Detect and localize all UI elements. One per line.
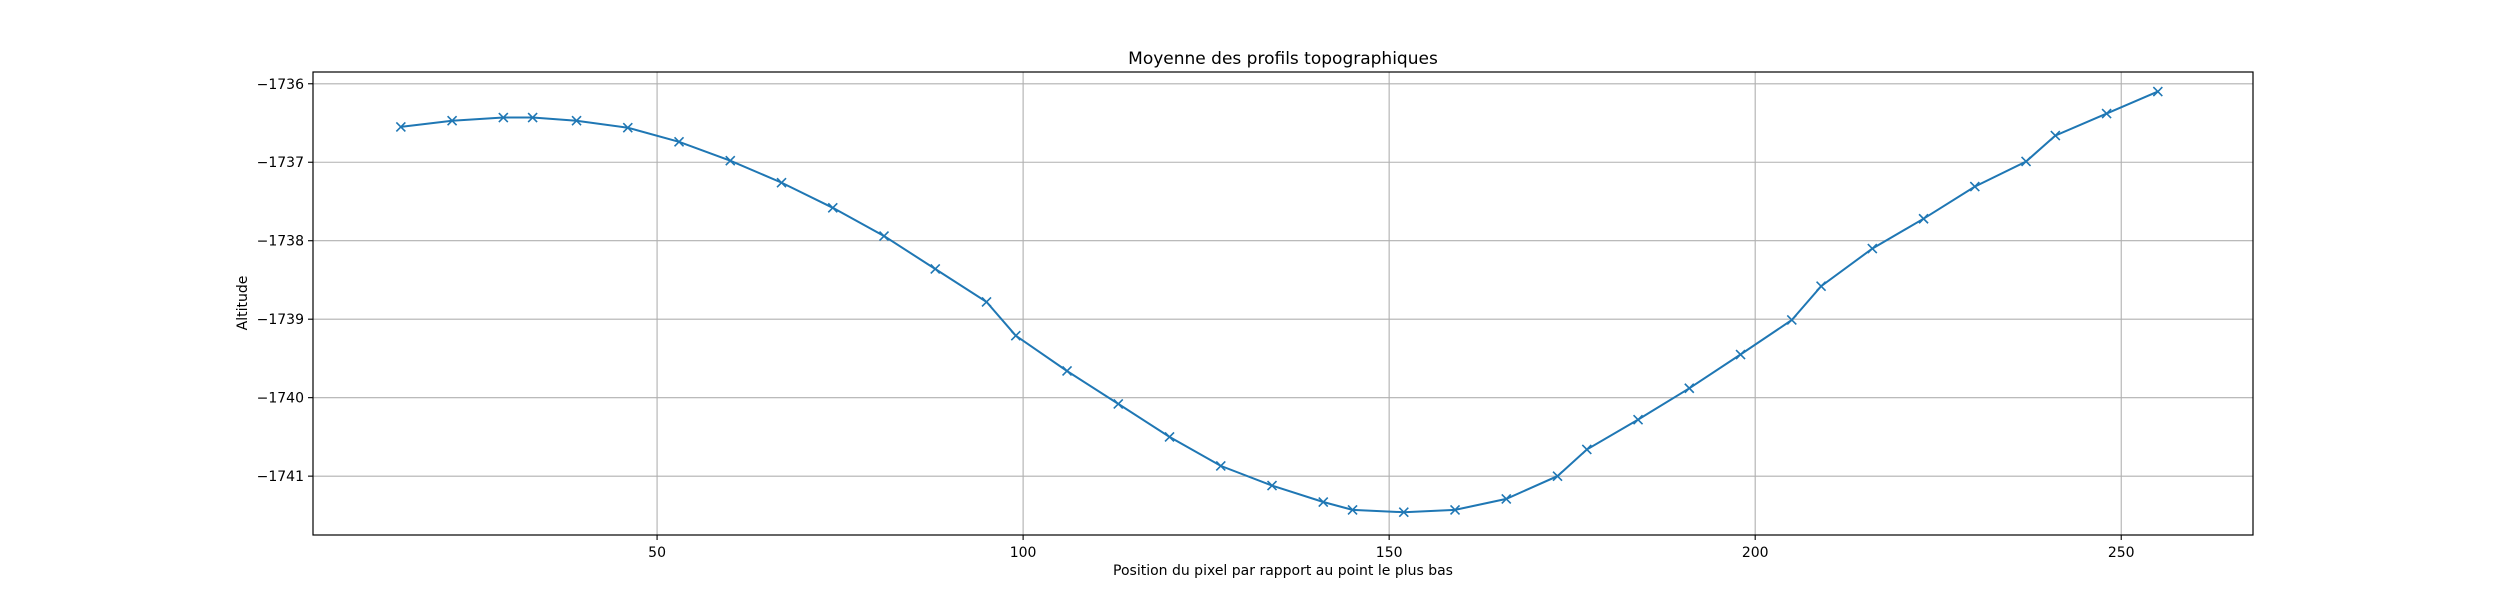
data-point-marker xyxy=(1398,507,1409,518)
y-tick-label: −1736 xyxy=(257,77,304,93)
y-tick-label: −1737 xyxy=(257,155,304,171)
data-point-marker xyxy=(1969,181,1980,192)
data-point-marker xyxy=(447,115,458,126)
x-tick-label: 250 xyxy=(2108,545,2135,561)
data-point-marker xyxy=(1449,504,1461,515)
chart-title: Moyenne des profils topographiques xyxy=(1128,49,1438,69)
data-point-marker xyxy=(878,230,890,242)
data-point-marker xyxy=(1347,504,1358,515)
data-point-marker xyxy=(1010,330,1021,341)
data-point-marker xyxy=(2020,156,2032,167)
data-point-marker xyxy=(395,121,406,132)
y-tick-label: −1741 xyxy=(257,469,304,485)
data-point-marker xyxy=(1113,398,1124,410)
data-point-marker xyxy=(1867,243,1878,254)
data-point-marker xyxy=(498,112,509,123)
x-tick-label: 150 xyxy=(1376,545,1403,561)
ticks: 50 100 150 200 250 −1741 −1740 −1739 −1738 −1737 −… xyxy=(257,77,2135,561)
series-line xyxy=(400,90,2159,514)
data-point-marker xyxy=(725,155,736,166)
data-point-marker xyxy=(2050,130,2061,141)
y-tick-label: −1739 xyxy=(257,312,304,328)
plot-frame xyxy=(312,71,2254,536)
x-tick-label: 200 xyxy=(1742,545,1769,561)
data-point-marker xyxy=(673,136,685,147)
x-axis-label: Position du pixel par rapport au point l… xyxy=(1113,563,1453,579)
y-tick-label: −1738 xyxy=(257,234,304,250)
data-point-marker xyxy=(2152,86,2163,97)
data-point-marker xyxy=(930,263,941,275)
data-point-marker xyxy=(1061,365,1073,377)
data-point-marker xyxy=(1918,213,1929,224)
x-tick-label: 100 xyxy=(1010,545,1037,561)
data-point-marker xyxy=(1164,431,1175,442)
series-layer xyxy=(395,86,2163,518)
data-point-marker xyxy=(981,296,992,307)
data-point-marker xyxy=(527,112,538,123)
data-point-marker xyxy=(1581,444,1592,455)
data-point-marker xyxy=(827,202,838,213)
y-axis-label: Altitude xyxy=(235,276,251,331)
data-point-marker xyxy=(776,177,787,188)
data-point-marker xyxy=(1632,414,1644,425)
data-point-marker xyxy=(1816,281,1827,292)
data-point-marker xyxy=(622,122,633,133)
y-tick-label: −1740 xyxy=(257,391,304,407)
data-point-marker xyxy=(1552,471,1563,482)
grid xyxy=(313,72,2253,535)
data-point-marker xyxy=(1215,460,1226,472)
data-point-marker xyxy=(1266,480,1278,491)
data-point-marker xyxy=(2101,108,2112,119)
data-point-marker xyxy=(1501,493,1512,504)
data-point-marker xyxy=(1684,383,1695,394)
x-tick-label: 50 xyxy=(648,545,666,561)
data-point-marker xyxy=(1735,349,1746,360)
data-point-marker xyxy=(571,115,582,126)
data-point-marker xyxy=(1786,314,1797,326)
data-point-marker xyxy=(1318,496,1329,508)
